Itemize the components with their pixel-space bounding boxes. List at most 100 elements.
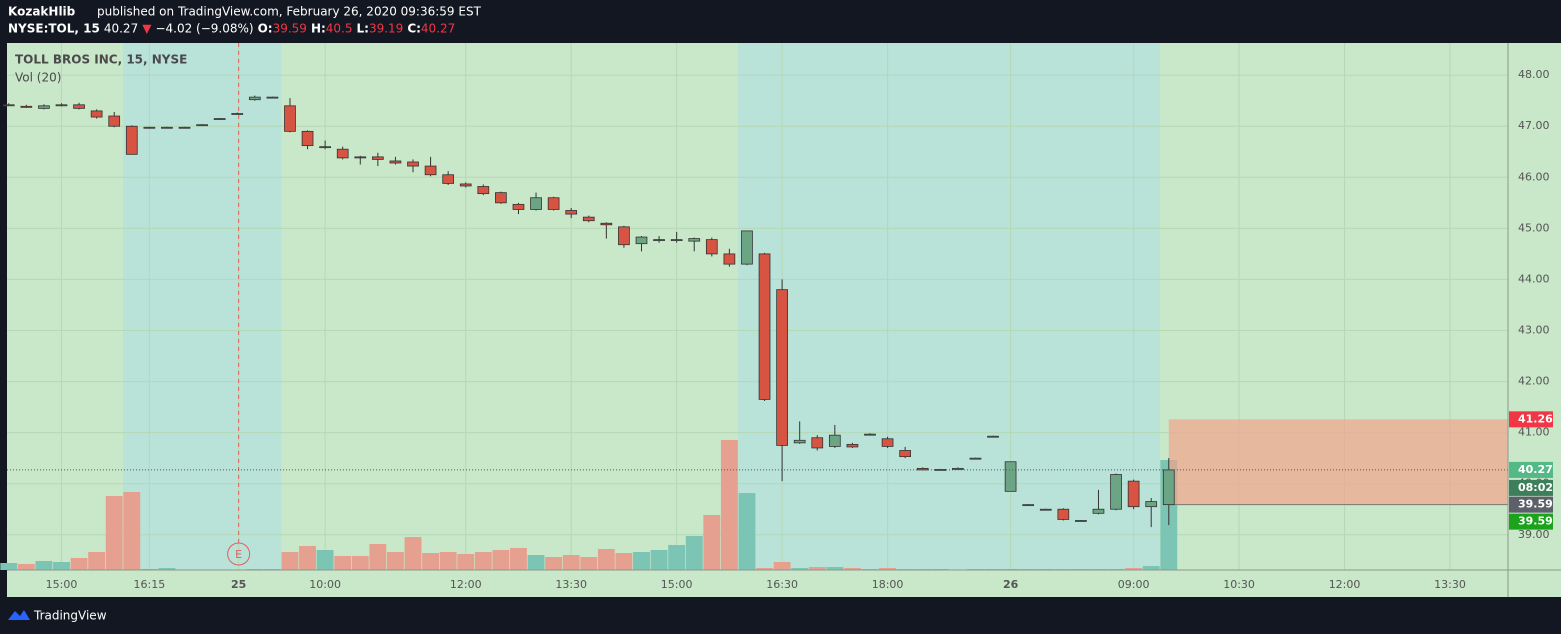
volume-bar [843,568,861,570]
volume-bar [422,553,440,570]
y-tick-label: 47.00 [1518,119,1550,132]
volume-bar [580,557,598,570]
price-label-box [1509,513,1553,530]
volume-bar [351,556,369,570]
volume-bar [53,562,70,570]
candle-body [73,104,85,109]
stop-zone [1168,419,1508,505]
y-tick-label: 44.00 [1518,272,1550,285]
volume-bar [474,552,492,570]
earnings-marker [227,542,251,566]
volume-bar [738,493,756,570]
volume-bar [879,568,896,570]
x-tick-label: 12:00 [450,578,482,591]
y-tick-label: 43.00 [1518,324,1550,337]
candle-body [1110,474,1122,510]
x-tick-label: 13:30 [1434,578,1466,591]
volume-bar [316,550,334,570]
candle-body [1004,461,1017,492]
candle-body [688,238,701,242]
candle-body [705,239,718,255]
candle-body [1162,469,1175,506]
candle-body [231,113,244,115]
candle-body [266,96,279,99]
candle-body [301,130,314,147]
volume-bar [773,562,791,570]
candle-body [178,126,191,129]
volume-bar [299,546,316,570]
quote-line: NYSE:TOL, 15 40.27 ▼ −4.02 (−9.08%) O: 39.59 H… [8,22,455,36]
y-tick-label: 45.00 [1518,221,1550,234]
volume-bar [668,545,686,570]
candle-body [1127,480,1140,508]
ohlc-label: O: [258,22,273,36]
candle-body [758,253,771,400]
brand: TradingView [33,609,107,623]
ohlc-value: 40.5 [326,22,353,36]
volume-bar [105,496,123,570]
x-tick-label: 12:00 [1329,578,1361,591]
price-label-box [1509,461,1553,478]
author: KozakHlib [8,5,76,19]
ohlc-label: L: [357,22,369,36]
x-tick-label: 25 [231,578,246,591]
y-tick-label: 39.00 [1518,528,1550,541]
price-label: 39.59 [1518,498,1553,511]
countdown-box [1509,479,1553,496]
candle-body [389,160,402,164]
candle-body [1022,504,1035,507]
x-tick-label: 15:00 [661,578,693,591]
volume-bar [386,552,404,570]
candle-body [213,118,226,120]
volume-legend: Vol (20) [15,71,61,85]
volume-bar [70,558,88,570]
candle-body [793,439,806,444]
candle-body [90,110,103,118]
candle-body [495,192,507,204]
candle-body [196,124,208,127]
candle-body [38,105,50,109]
plot: 39.0040.0041.0042.0043.0044.0045.0046.00… [0,43,1553,591]
volume-bar [334,556,352,570]
volume-bar [650,550,668,570]
candle-body [248,96,261,101]
candle-body [776,289,788,446]
ohlc-label: C: [407,22,421,36]
volume-bar [0,563,18,570]
ohlc-label: H: [311,22,326,36]
candle-body [284,105,296,132]
candle-body [952,467,964,470]
volume-bar [756,568,773,570]
candle-body [372,156,384,160]
candle-body [741,230,753,265]
candle-body [354,156,367,159]
candle-body [477,186,490,195]
candle-body [424,165,437,176]
price-label: 41.26 [1518,412,1553,425]
change-arrow: ▼ [142,22,152,36]
candle-body [899,450,911,458]
y-tick-label: 42.00 [1518,375,1550,388]
volume-bar [1142,566,1160,570]
candle-body [1075,520,1087,522]
published: published on TradingView.com, February 2… [97,5,482,19]
countdown: 08:02 [1518,481,1553,494]
volume-bar [720,440,738,570]
candle-body [547,197,560,210]
last-price: 40.27 [104,22,138,36]
candle-body [2,104,15,107]
x-tick-label: 26 [1003,578,1019,591]
volume-bar [703,515,721,570]
ohlc-value: 39.19 [369,22,403,36]
candle-body [1039,508,1052,511]
candle-body [811,437,824,449]
candle-body [55,104,68,107]
candle-body [653,239,665,242]
price-label: 39.59 [1518,515,1553,528]
candle-body [618,226,630,246]
volume-bar [510,548,527,570]
ohlc-value: 39.59 [273,22,307,36]
extended-session [738,43,1160,570]
candle-body [442,174,455,184]
candle-body [319,146,331,149]
